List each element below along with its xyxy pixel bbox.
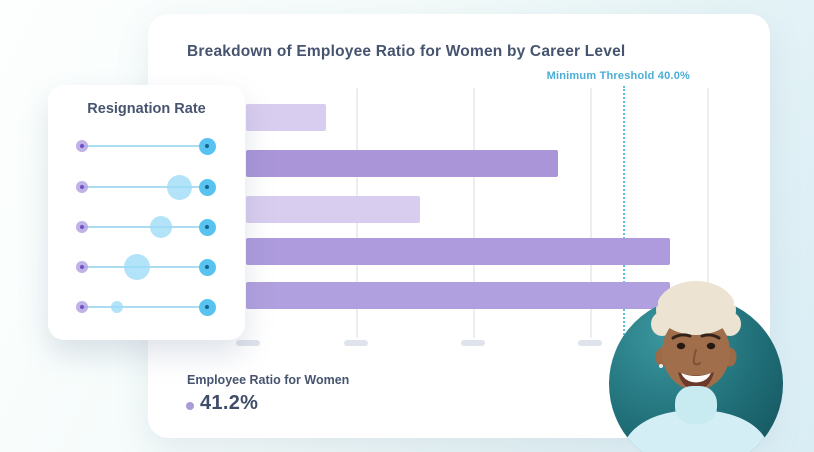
resignation-rate-title: Resignation Rate: [87, 101, 206, 117]
x-tick-label-placeholder: [236, 340, 260, 346]
slider-bubble: [111, 301, 123, 313]
gridline: [473, 88, 475, 338]
bar-career-level-5: [246, 282, 670, 309]
threshold-line: [622, 86, 625, 338]
slider-handle-dot: [205, 265, 209, 269]
resignation-rate-card: Resignation Rate: [48, 85, 245, 340]
summary-label: Employee Ratio for Women: [187, 373, 350, 387]
slider-handle-dot: [205, 185, 209, 189]
threshold-label: Minimum Threshold 40.0%: [546, 70, 690, 82]
slider-track: [82, 145, 207, 147]
slider-track: [82, 186, 207, 188]
slider-handle-dot: [205, 225, 209, 229]
chart-title: Breakdown of Employee Ratio for Women by…: [187, 43, 626, 60]
slider-handle-dot: [205, 305, 209, 309]
slider-bubble: [149, 216, 172, 238]
slider-origin-dot-center: [80, 185, 84, 189]
slider-origin-dot-center: [80, 305, 84, 309]
bar-career-level-1: [246, 104, 327, 131]
slider-bubble: [124, 254, 150, 280]
x-tick-label-placeholder: [578, 340, 602, 346]
slider-track: [82, 306, 207, 308]
slider-track: [82, 226, 207, 228]
bar-career-level-3: [246, 196, 421, 223]
summary-value: 41.2%: [200, 392, 259, 414]
slider-bubble: [167, 174, 192, 200]
x-tick-label-placeholder: [344, 340, 368, 346]
slider-handle-dot: [205, 144, 209, 148]
slider-origin-dot-center: [80, 225, 84, 229]
photo-person: [620, 281, 772, 452]
profile-photo: [606, 262, 786, 452]
bar-career-level-4: [246, 238, 670, 265]
bar-career-level-2: [246, 150, 558, 177]
profile-photo-illustration: [609, 281, 783, 452]
chart-card: Breakdown of Employee Ratio for Women by…: [148, 14, 770, 438]
summary-bullet-icon: [186, 402, 194, 410]
slider-origin-dot-center: [80, 265, 84, 269]
gridline: [707, 88, 709, 338]
bar-plot: [148, 14, 770, 438]
x-tick-label-placeholder: [461, 340, 485, 346]
slider-origin-dot-center: [80, 144, 84, 148]
gridline: [590, 88, 592, 338]
